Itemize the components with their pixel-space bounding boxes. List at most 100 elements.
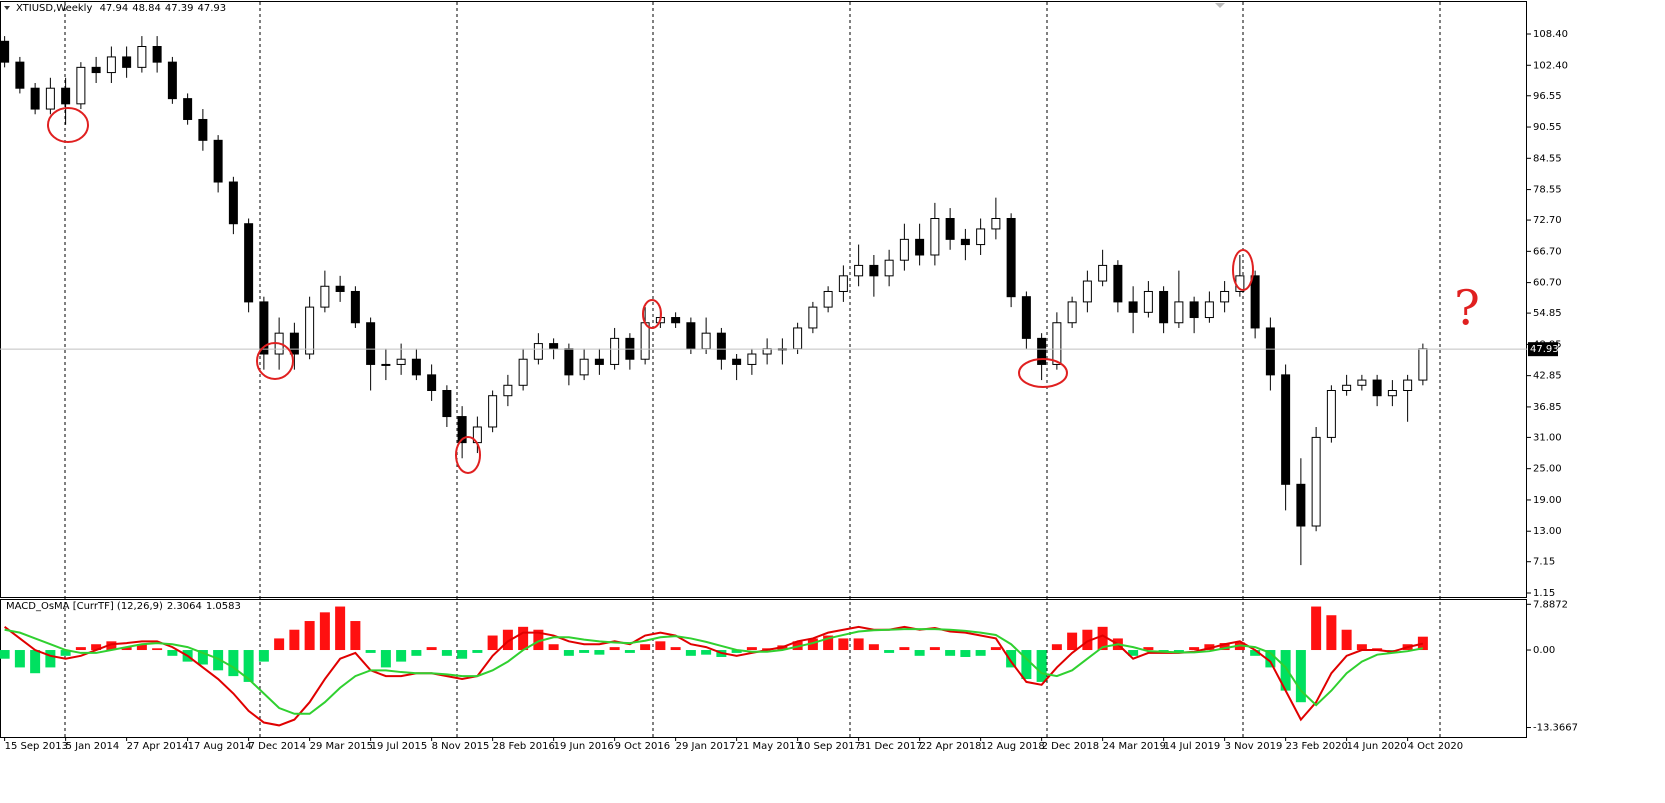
candle-body [1281, 374, 1291, 485]
candle-body [1372, 379, 1382, 397]
histogram-bar [1280, 650, 1291, 691]
histogram-bar [411, 650, 422, 656]
candle-body [716, 332, 726, 360]
x-tick-label: 22 Apr 2018 [920, 741, 982, 752]
candle-body [1357, 379, 1367, 386]
histogram-bar [472, 650, 483, 653]
candle-body [503, 384, 513, 397]
histogram-bar [823, 635, 834, 651]
histogram-bar [960, 650, 971, 657]
histogram-bar [274, 638, 285, 651]
candle-body [152, 46, 162, 63]
y-tick-label: 60.70 [1533, 278, 1562, 289]
histogram-bar [258, 650, 269, 662]
y-tick-label: -13.3667 [1533, 723, 1578, 734]
price-tag [1528, 342, 1558, 357]
histogram-bar [1021, 650, 1032, 680]
x-tick-label: 14 Jul 2019 [1164, 741, 1221, 752]
histogram-bar [487, 635, 498, 651]
histogram-bar [807, 638, 818, 651]
candle-body [1296, 483, 1306, 527]
candle-body [930, 218, 940, 256]
candle-body [244, 223, 254, 303]
candle-body [869, 264, 879, 277]
collapse-arrow[interactable] [4, 6, 10, 10]
histogram-bar [899, 647, 910, 651]
y-tick-label: 1.15 [1533, 588, 1555, 599]
histogram-bar [197, 650, 208, 665]
histogram-bar [548, 644, 559, 651]
histogram-bar [655, 641, 666, 651]
candle-body [793, 327, 803, 350]
histogram-bar [1006, 650, 1017, 668]
histogram-bar [1311, 606, 1322, 651]
y-tick-label: 7.8872 [1533, 599, 1568, 610]
candle-body [1113, 264, 1123, 303]
histogram-bar [1250, 650, 1261, 656]
candle-body [640, 322, 650, 360]
x-tick-label: 17 Aug 2014 [188, 741, 252, 752]
candle-body [0, 40, 10, 63]
histogram-bar [91, 644, 102, 651]
candle-body [1021, 296, 1031, 339]
hand-drawn-circles [47, 107, 1254, 474]
histogram-bar [1326, 615, 1337, 651]
x-tick-label: 29 Jan 2017 [676, 741, 736, 752]
candle-body [701, 332, 711, 350]
histogram-bar [533, 629, 544, 651]
y-tick-label: 72.70 [1533, 215, 1562, 226]
x-tick-label: 15 Sep 2013 [5, 741, 68, 752]
histogram-bar [426, 647, 437, 651]
y-tick-label: 84.55 [1533, 153, 1562, 164]
x-tick-label: 21 May 2017 [737, 741, 802, 752]
x-tick-label: 19 Jun 2016 [554, 741, 614, 752]
candle-body [1311, 436, 1321, 527]
x-tick-label: 5 Jan 2014 [66, 741, 120, 752]
candle-body [91, 66, 101, 74]
candle-body [808, 306, 818, 329]
x-tick-label: 9 Oct 2016 [615, 741, 670, 752]
histogram-bar [640, 644, 651, 651]
candle-body [1159, 290, 1169, 324]
candle-body [167, 61, 177, 100]
candle-body [884, 259, 894, 277]
candle-body [610, 337, 620, 365]
low-reading: 47.39 [164, 3, 194, 14]
candle-body [1037, 337, 1047, 365]
candle-body [991, 218, 1001, 230]
histogram-bar [868, 644, 879, 651]
y-tick-label: 108.40 [1533, 29, 1568, 40]
candle-body [823, 290, 833, 308]
indicator-line [4, 628, 1424, 715]
indicator-name: MACD_OsMA [CurrTF] (12,26,9) [6, 601, 163, 612]
histogram-bar [121, 647, 132, 651]
histogram-bar [594, 650, 605, 655]
histogram-bar [914, 650, 925, 656]
candle-body [1342, 384, 1352, 392]
candle-body [549, 343, 559, 350]
histogram-bar [396, 650, 407, 662]
indicator-reading: 1.0583 [205, 601, 241, 612]
histogram-bar [884, 650, 895, 653]
candle-body [76, 66, 86, 105]
candle-body [899, 238, 909, 261]
candle-body [579, 358, 589, 376]
candle-body [838, 275, 848, 292]
histogram-bar [624, 650, 635, 653]
price-pane [0, 1, 1527, 598]
candle-body [518, 358, 528, 386]
candle-body [335, 285, 345, 292]
histogram-bar [1097, 626, 1108, 651]
candle-body [945, 218, 955, 240]
indicator-reading: 2.3064 [166, 601, 202, 612]
candle-body [289, 332, 299, 355]
histogram-bar [60, 650, 71, 656]
histogram-bar [136, 644, 147, 651]
candle-body [488, 395, 498, 428]
histogram-bar [1036, 650, 1047, 682]
open-reading: 47.94 [99, 3, 129, 14]
shift-marker [1215, 3, 1225, 8]
histogram-bar [929, 647, 940, 651]
candle-body [1067, 301, 1077, 324]
histogram-bar [30, 650, 41, 674]
